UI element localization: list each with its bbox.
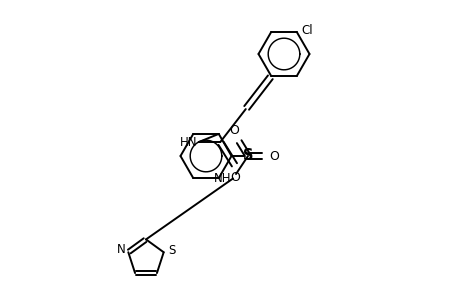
Text: O: O <box>269 149 278 163</box>
Text: O: O <box>230 171 240 184</box>
Text: S: S <box>168 244 175 257</box>
Text: S: S <box>242 148 253 164</box>
Text: HN: HN <box>179 136 197 148</box>
Text: O: O <box>229 124 238 137</box>
Text: NH: NH <box>213 172 231 185</box>
Text: N: N <box>116 243 125 256</box>
Text: Cl: Cl <box>301 24 312 37</box>
